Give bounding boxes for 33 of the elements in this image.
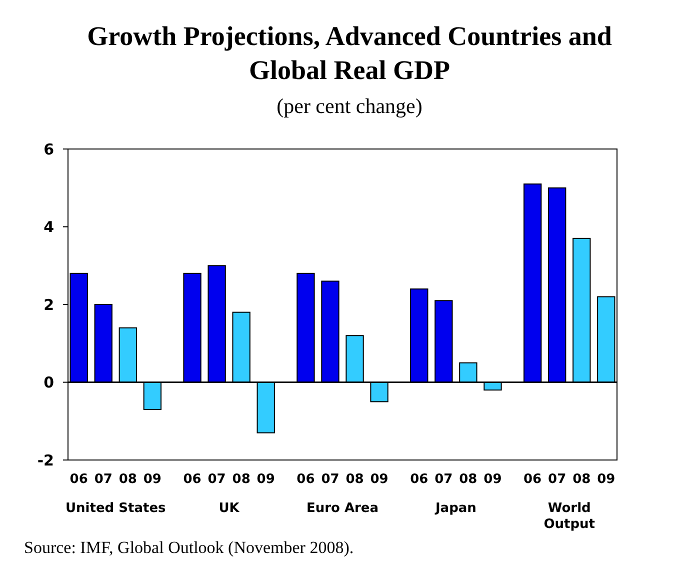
- text: 09: [256, 472, 275, 487]
- source-note: Source: IMF, Global Outlook (November 2008).: [24, 538, 354, 557]
- x-tick-label: Euro Area: [306, 501, 379, 516]
- text: 09: [597, 472, 616, 487]
- text: 09: [143, 472, 162, 487]
- text: 06: [410, 472, 428, 487]
- text: 08: [118, 472, 137, 487]
- text: 06: [183, 472, 202, 487]
- text: 07: [434, 472, 453, 487]
- text: 08: [346, 472, 364, 487]
- x-tick-label: United States: [66, 501, 166, 516]
- y-tick-label: 0: [44, 374, 54, 392]
- chart-subtitle: (per cent change): [276, 94, 422, 118]
- text: 06: [70, 472, 88, 487]
- text: 07: [208, 472, 226, 487]
- x-tick-label: UK: [218, 501, 240, 516]
- text: 06: [524, 472, 542, 487]
- y-tick-label: -2: [37, 451, 54, 470]
- text: 09: [484, 472, 502, 487]
- text: 08: [232, 472, 250, 487]
- text: 08: [459, 472, 478, 487]
- y-tick-label: 2: [44, 296, 54, 314]
- y-tick-label: 4: [44, 218, 54, 236]
- x-tick-label: World Output: [544, 501, 596, 532]
- text: 07: [321, 472, 340, 487]
- text: 07: [548, 472, 566, 487]
- text: 09: [370, 472, 388, 487]
- x-tick-label: Japan: [434, 501, 476, 516]
- y-tick-label: 6: [44, 140, 54, 158]
- text: 06: [296, 472, 315, 487]
- text: 08: [572, 472, 591, 487]
- chart-title: Growth Projections, Advanced Countries and Global Real GDP: [87, 21, 612, 85]
- text: 07: [94, 472, 112, 487]
